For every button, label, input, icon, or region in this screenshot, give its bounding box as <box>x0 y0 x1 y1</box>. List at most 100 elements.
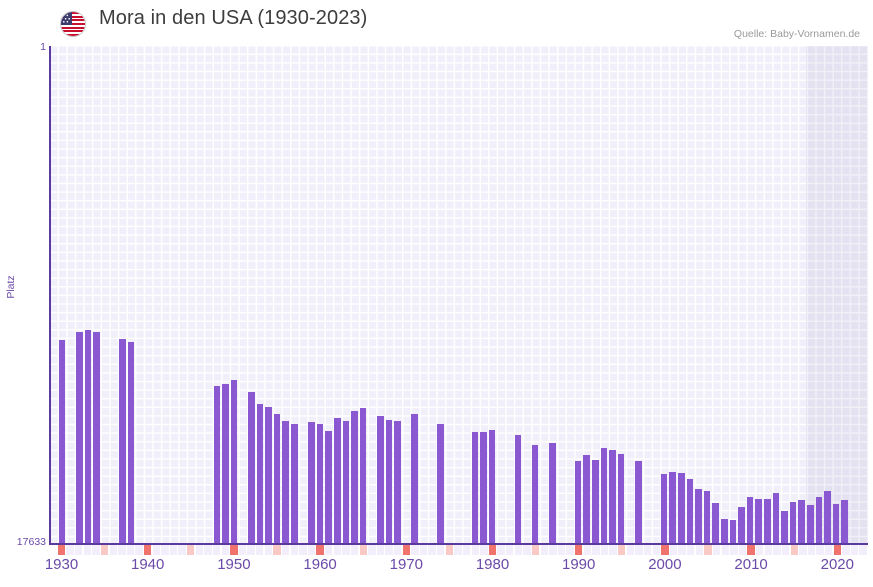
x-axis-label-1980: 1980 <box>475 556 510 573</box>
tickmark-1932 <box>75 545 83 555</box>
tickmark-2007 <box>721 545 729 555</box>
tickmark-1967 <box>376 545 385 555</box>
bar-2018[interactable] <box>815 497 823 544</box>
bar-1959[interactable] <box>308 422 315 544</box>
tickmark-1935 <box>100 545 109 555</box>
bar-1983[interactable] <box>514 435 522 544</box>
bar-1994[interactable] <box>609 450 616 544</box>
bar-1937[interactable] <box>119 339 126 544</box>
bar-2005[interactable] <box>703 491 711 544</box>
bar-1987[interactable] <box>549 443 556 544</box>
bar-1993[interactable] <box>600 448 608 544</box>
bar-2013[interactable] <box>772 493 780 544</box>
tickmark-1992 <box>592 545 600 555</box>
bar-2012[interactable] <box>764 499 771 544</box>
bar-1948[interactable] <box>213 386 221 544</box>
tickmark-1965 <box>359 545 367 555</box>
bar-1974[interactable] <box>437 424 444 544</box>
tickmark-1991 <box>583 545 591 555</box>
bar-1990[interactable] <box>574 461 582 544</box>
tickmark-1993 <box>600 545 609 555</box>
bar-1956[interactable] <box>282 421 289 544</box>
bar-1965[interactable] <box>359 408 367 544</box>
tickmark-2015 <box>790 545 798 555</box>
tickmark-1980 <box>488 545 497 555</box>
bar-1967[interactable] <box>377 416 384 544</box>
bar-2017[interactable] <box>807 505 814 544</box>
bar-2008[interactable] <box>729 520 737 544</box>
tickmark-1936 <box>109 545 117 555</box>
bar-series <box>50 46 868 544</box>
bar-1955[interactable] <box>273 414 281 544</box>
bar-1934[interactable] <box>93 332 100 544</box>
bar-1930[interactable] <box>58 340 66 544</box>
bar-1992[interactable] <box>592 460 599 544</box>
tickmark-2017 <box>807 545 816 555</box>
tickmark-1940 <box>144 545 152 555</box>
bar-1954[interactable] <box>265 407 272 544</box>
tickmark-2006 <box>712 545 721 555</box>
bar-1949[interactable] <box>222 384 229 544</box>
bar-1971[interactable] <box>411 414 418 544</box>
bar-1991[interactable] <box>583 455 590 544</box>
bar-1985[interactable] <box>531 445 539 544</box>
tickmark-1978 <box>471 545 479 555</box>
bar-2007[interactable] <box>721 519 728 544</box>
bar-2004[interactable] <box>695 489 702 544</box>
tickmark-2000 <box>661 545 669 555</box>
y-axis-line <box>49 46 51 545</box>
bar-2019[interactable] <box>824 491 831 544</box>
tickmark-2011 <box>756 545 764 555</box>
bar-2006[interactable] <box>712 503 719 544</box>
bar-1978[interactable] <box>471 432 479 544</box>
bar-2009[interactable] <box>738 507 745 544</box>
bar-2015[interactable] <box>789 502 797 544</box>
tickmark-2013 <box>773 545 781 555</box>
bar-2003[interactable] <box>686 479 694 544</box>
tickmark-2012 <box>764 545 773 555</box>
tickmark-2014 <box>781 545 790 555</box>
bar-1952[interactable] <box>248 392 255 544</box>
bar-1953[interactable] <box>256 404 264 544</box>
tickmark-1957 <box>290 545 298 555</box>
bar-1960[interactable] <box>316 424 324 544</box>
bar-2001[interactable] <box>669 472 676 544</box>
tickmark-1961 <box>325 545 333 555</box>
bar-2000[interactable] <box>660 474 668 544</box>
y-axis-title: Platz <box>5 275 17 299</box>
bar-1964[interactable] <box>351 411 358 544</box>
x-axis-label-1950: 1950 <box>217 556 251 573</box>
bar-2002[interactable] <box>678 473 685 544</box>
bar-1997[interactable] <box>635 461 642 544</box>
bar-1980[interactable] <box>488 430 496 544</box>
bar-1962[interactable] <box>334 418 341 544</box>
bar-2020[interactable] <box>832 504 840 544</box>
bar-1961[interactable] <box>325 431 332 544</box>
tickmark-1962 <box>333 545 342 555</box>
bar-2016[interactable] <box>798 500 805 544</box>
x-axis-label-2000: 2000 <box>648 556 682 573</box>
bar-1963[interactable] <box>342 421 350 544</box>
bar-1932[interactable] <box>76 332 83 544</box>
x-axis-label-1990: 1990 <box>562 556 596 573</box>
bar-1995[interactable] <box>617 454 625 544</box>
tickmark-1943 <box>169 545 178 555</box>
bar-1933[interactable] <box>84 330 92 544</box>
bar-2011[interactable] <box>755 499 762 544</box>
bar-2021[interactable] <box>841 500 848 544</box>
bar-1957[interactable] <box>291 424 298 544</box>
tickmark-1990 <box>575 545 583 555</box>
tickmark-1985 <box>531 545 540 555</box>
us-flag-icon <box>60 11 86 37</box>
tickmark-2020 <box>833 545 841 555</box>
bar-2010[interactable] <box>746 497 754 544</box>
tickmark-2009 <box>738 545 747 555</box>
x-axis-label-2020: 2020 <box>820 556 854 573</box>
bar-1968[interactable] <box>385 420 393 544</box>
bar-1938[interactable] <box>127 342 135 544</box>
bar-2014[interactable] <box>781 511 788 544</box>
bar-1950[interactable] <box>230 380 238 544</box>
tickmark-2021 <box>842 545 850 555</box>
bar-1979[interactable] <box>480 432 487 544</box>
bar-1969[interactable] <box>394 421 401 544</box>
